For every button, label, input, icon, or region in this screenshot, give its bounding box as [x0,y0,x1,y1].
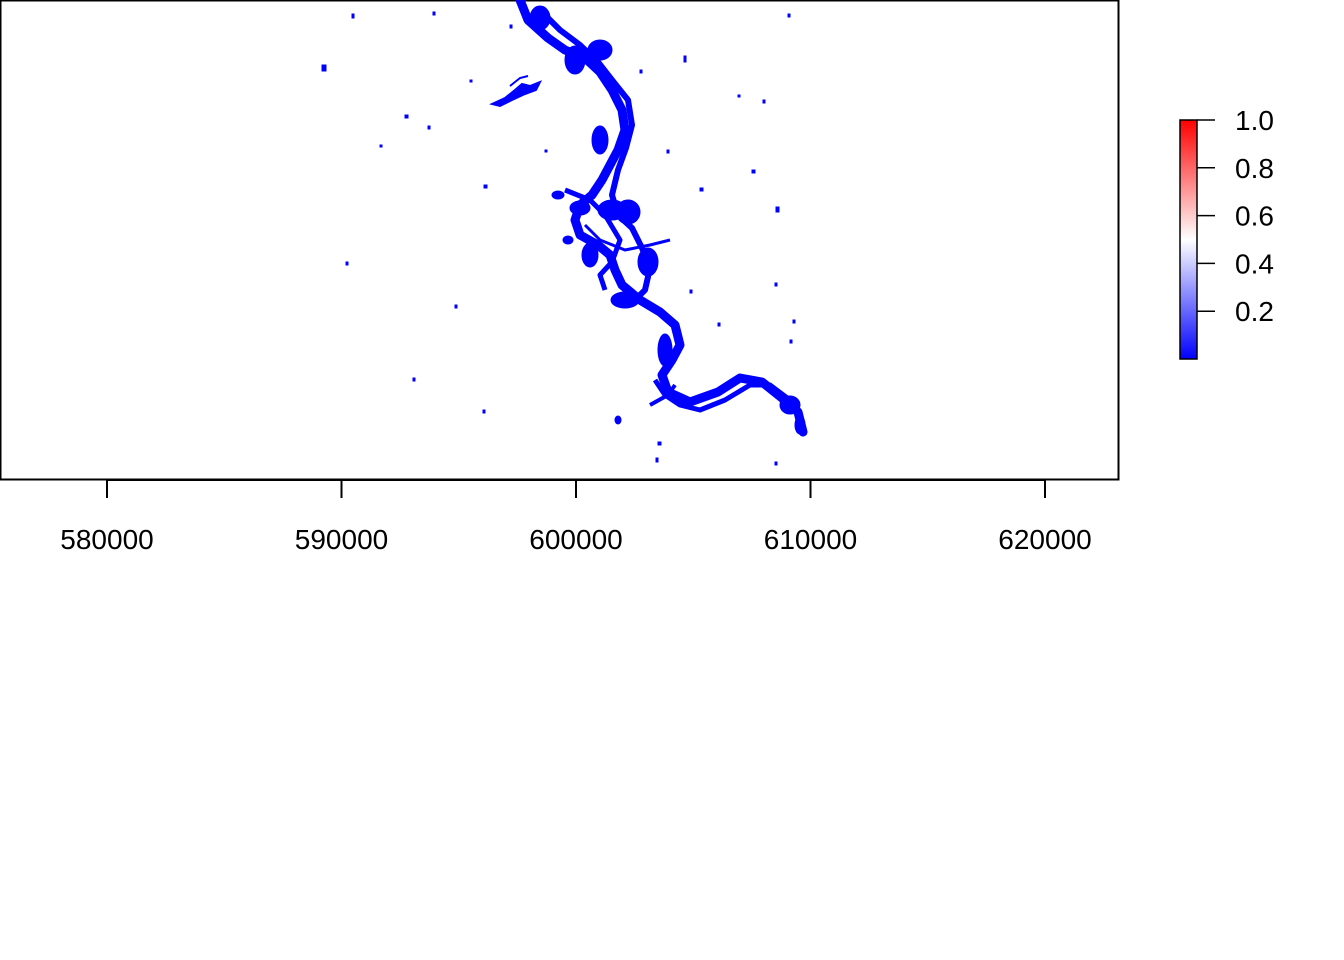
legend-tick-label: 0.8 [1235,153,1274,184]
x-tick-label: 590000 [295,524,388,555]
x-axis: 580000 590000 600000 610000 620000 [60,479,1092,555]
x-tick-label: 620000 [998,524,1091,555]
x-tick-label: 580000 [60,524,153,555]
plot-frame [0,0,1120,481]
color-legend-ticks: 1.0 0.8 0.6 0.4 0.2 [1197,105,1274,327]
legend-tick-label: 0.6 [1235,201,1274,232]
color-legend: 1.0 0.8 0.6 0.4 0.2 [1179,105,1274,360]
legend-tick-label: 0.2 [1235,296,1274,327]
x-tick-label: 610000 [764,524,857,555]
legend-tick-label: 1.0 [1235,105,1274,136]
legend-tick-label: 0.4 [1235,248,1274,279]
water-body [321,0,808,466]
color-legend-bar [1179,119,1198,360]
x-tick-label: 600000 [529,524,622,555]
